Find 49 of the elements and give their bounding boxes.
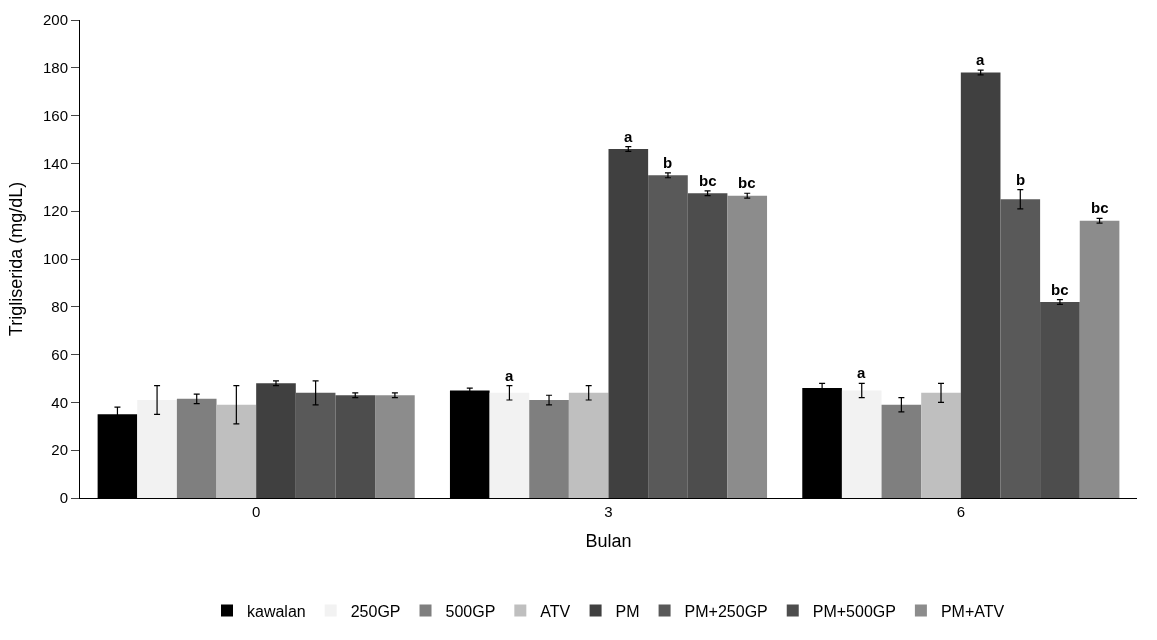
legend-label: PM+ATV — [940, 602, 1005, 620]
bar — [921, 392, 961, 498]
bar — [841, 390, 882, 498]
y-tick-label: 40 — [51, 393, 68, 411]
bar — [1079, 220, 1120, 498]
legend-label: ATV — [540, 602, 571, 620]
bar — [375, 395, 415, 498]
data-label: bc — [738, 174, 756, 191]
legend-label: 250GP — [350, 602, 401, 620]
legend-label: kawalan — [247, 602, 306, 620]
x-tick-label: 6 — [956, 503, 965, 520]
bar — [256, 383, 296, 498]
y-tick-label: 200 — [42, 11, 68, 29]
y-tick-label: 80 — [51, 298, 68, 316]
data-label: a — [505, 367, 514, 384]
bar — [176, 398, 217, 498]
x-tick-label: 0 — [252, 503, 261, 520]
legend-label: 500GP — [445, 602, 496, 620]
data-label: b — [1016, 171, 1026, 188]
bar — [608, 149, 649, 498]
data-label: bc — [699, 172, 717, 189]
y-tick-label: 140 — [42, 154, 68, 172]
y-tick-label: 120 — [42, 202, 68, 220]
bar — [881, 404, 922, 498]
x-tick-label: 3 — [604, 503, 613, 520]
y-tick-label: 180 — [42, 59, 68, 77]
legend-label: PM+250GP — [684, 602, 768, 620]
data-label: bc — [1091, 199, 1109, 216]
y-tick-label: 60 — [51, 345, 68, 363]
bar — [529, 400, 569, 498]
data-label: a — [624, 128, 633, 145]
bar — [960, 72, 1001, 498]
y-tick-label: 20 — [51, 441, 68, 459]
y-axis-title: Trigliserida (mg/dL) — [6, 181, 27, 337]
bar — [216, 404, 257, 498]
data-label: a — [976, 51, 985, 68]
data-label: bc — [1051, 281, 1069, 298]
x-axis-title: Bulan — [585, 531, 632, 552]
legend-label: PM — [615, 602, 640, 620]
y-tick-label: 0 — [59, 489, 68, 507]
data-label: b — [663, 154, 673, 171]
data-label: a — [857, 364, 866, 381]
legend-label: PM+500GP — [812, 602, 896, 620]
bar — [137, 400, 177, 498]
bar — [727, 195, 768, 498]
bar — [489, 392, 530, 498]
y-tick-label: 100 — [42, 250, 68, 268]
y-tick-label: 160 — [42, 106, 68, 124]
bar — [568, 392, 609, 498]
